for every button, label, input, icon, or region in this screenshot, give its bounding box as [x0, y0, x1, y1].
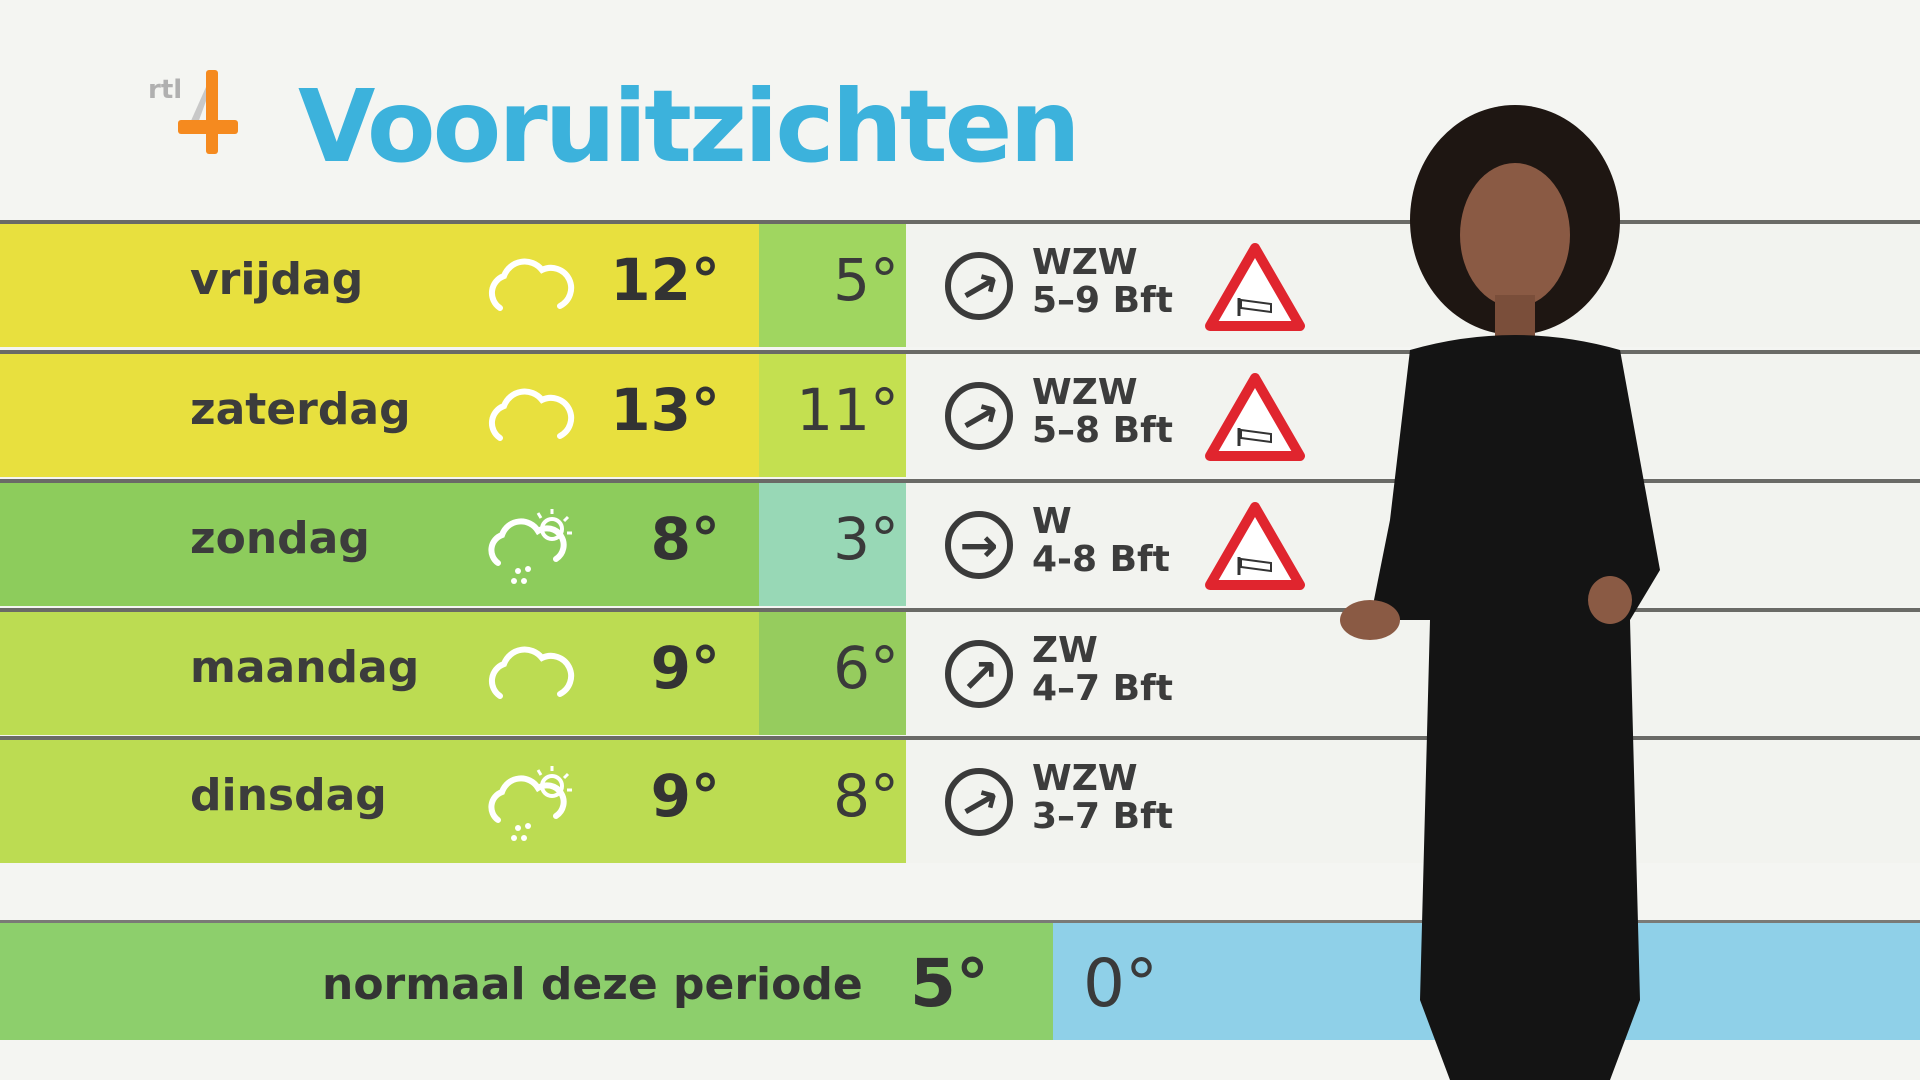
wind-arrow-icon: →: [945, 252, 1013, 320]
wind-force: 4-8 Bft: [1032, 539, 1170, 580]
wind-force: 5–8 Bft: [1032, 410, 1173, 451]
day-name: zaterdag: [190, 384, 411, 435]
wind-arrow-icon: →: [945, 511, 1013, 579]
wind-direction: WZW: [1032, 372, 1138, 413]
wind-direction: WZW: [1032, 242, 1138, 283]
wind-force: 4–7 Bft: [1032, 668, 1173, 709]
day-cell: zaterdag 13°: [0, 354, 759, 477]
high-temp: 12°: [610, 246, 720, 314]
cloud-icon: [488, 388, 575, 441]
low-cell: 8°: [759, 740, 906, 863]
high-temp: 8°: [650, 505, 720, 573]
day-name: dinsdag: [190, 770, 387, 821]
svg-text:rtl: rtl: [148, 75, 182, 105]
wind-warning-icon: [1205, 502, 1305, 590]
wind-arrow-icon: →: [945, 640, 1013, 708]
wind-info: WZW 5–8 Bft: [1032, 374, 1173, 450]
sun-cloud-shower-icon: [488, 766, 572, 841]
low-cell: 5°: [759, 224, 906, 347]
day-cell: maandag 9°: [0, 612, 759, 735]
rtl4-logo: rtl: [148, 70, 238, 154]
wind-warning-icon: [1205, 243, 1305, 331]
wind-arrow-icon: →: [945, 768, 1013, 836]
wind-direction: ZW: [1032, 630, 1098, 671]
low-temp: 8°: [833, 762, 899, 830]
wind-info: WZW 3–7 Bft: [1032, 760, 1173, 836]
low-temp: 5°: [833, 246, 899, 314]
low-temp: 11°: [796, 376, 899, 444]
low-temp: 3°: [833, 505, 899, 573]
cloud-icon: [488, 258, 575, 311]
sun-cloud-shower-icon: [488, 509, 572, 584]
high-temp: 9°: [650, 634, 720, 702]
normal-low: 0°: [1083, 945, 1158, 1022]
normal-high: 5°: [910, 945, 989, 1022]
high-temp: 9°: [650, 762, 720, 830]
wind-info: W 4-8 Bft: [1032, 503, 1170, 579]
day-name: maandag: [190, 642, 420, 693]
day-cell: zondag 8°: [0, 483, 759, 606]
wind-info: ZW 4–7 Bft: [1032, 632, 1173, 708]
wind-direction: WZW: [1032, 758, 1138, 799]
day-name: zondag: [190, 513, 370, 564]
wind-info: WZW 5–9 Bft: [1032, 244, 1173, 320]
high-temp: 13°: [610, 376, 720, 444]
wind-warning-icon: [1205, 373, 1305, 461]
presenter: [1340, 105, 1660, 1080]
low-cell: 6°: [759, 612, 906, 735]
low-cell: 3°: [759, 483, 906, 606]
normal-label: normaal deze periode: [322, 959, 863, 1010]
wind-force: 3–7 Bft: [1032, 796, 1173, 837]
day-cell: dinsdag 9°: [0, 740, 759, 863]
day-name: vrijdag: [190, 254, 364, 305]
wind-direction: W: [1032, 501, 1072, 542]
low-temp: 6°: [833, 634, 899, 702]
wind-force: 5–9 Bft: [1032, 280, 1173, 321]
forecast-row: zaterdag 13° 11° → WZW 5–8 Bft: [0, 350, 1920, 477]
page-title: Vooruitzichten: [298, 68, 1081, 185]
cloud-icon: [488, 646, 575, 699]
day-cell: vrijdag 12°: [0, 224, 759, 347]
wind-arrow-icon: →: [945, 382, 1013, 450]
low-cell: 11°: [759, 354, 906, 477]
